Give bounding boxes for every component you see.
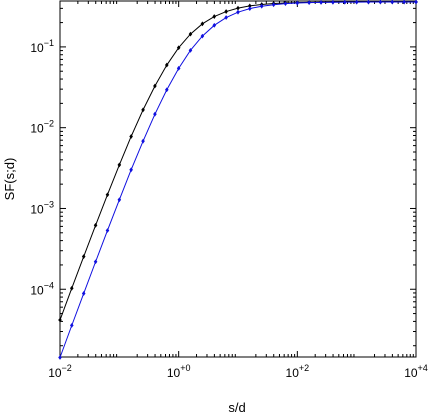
data-point [224,9,228,14]
x-tick-label: 10+2 [286,363,310,380]
data-point [93,259,98,265]
data-point [129,167,133,173]
plot-frame [59,0,417,358]
data-point [141,107,145,113]
data-point [153,111,157,117]
x-tick-label: 10+4 [404,363,428,380]
data-point [378,0,383,5]
data-point [259,3,264,9]
data-point [81,254,86,259]
data-point [402,0,406,5]
data-point [58,317,62,323]
y-tick-label: 10−2 [30,119,54,136]
x-axis-label: s/d [228,400,245,415]
data-point [200,33,205,39]
data-point [69,285,74,291]
data-point [93,222,98,228]
data-point [331,0,335,5]
data-point [69,322,74,328]
data-point [236,5,240,11]
data-point [366,0,371,5]
data-point [153,83,157,89]
data-point [247,3,252,9]
data-point [117,162,122,168]
data-point [271,2,276,8]
data-point [105,228,110,233]
data-point [224,15,228,20]
data-point [354,0,359,5]
x-tick-label: 10+0 [167,363,191,380]
data-point [247,6,252,11]
data-point [141,138,145,144]
data-point [283,1,288,7]
data-point [200,21,205,27]
data-point [212,22,217,28]
data-point [212,14,217,19]
data-point [176,65,181,71]
data-point [319,0,323,5]
y-tick-label: 10−3 [30,199,54,216]
data-point [165,62,169,68]
x-tick-label: 10−2 [48,363,72,380]
data-point [105,192,110,198]
data-point [58,355,62,360]
data-point [176,45,181,51]
y-axis-label: SF(s;d) [2,158,17,201]
data-point [129,134,133,139]
data-point [188,31,193,37]
data-point [295,0,300,6]
data-point [414,0,418,5]
data-point [343,0,347,5]
data-point [81,291,86,296]
data-point [165,87,169,93]
y-tick-label: 10−1 [30,38,54,55]
data-point [390,0,395,5]
y-tick-label: 10−4 [30,280,54,297]
data-point [307,0,311,6]
data-point [117,197,122,203]
data-point [188,47,193,53]
data-point [236,9,240,15]
series-line [59,1,416,321]
